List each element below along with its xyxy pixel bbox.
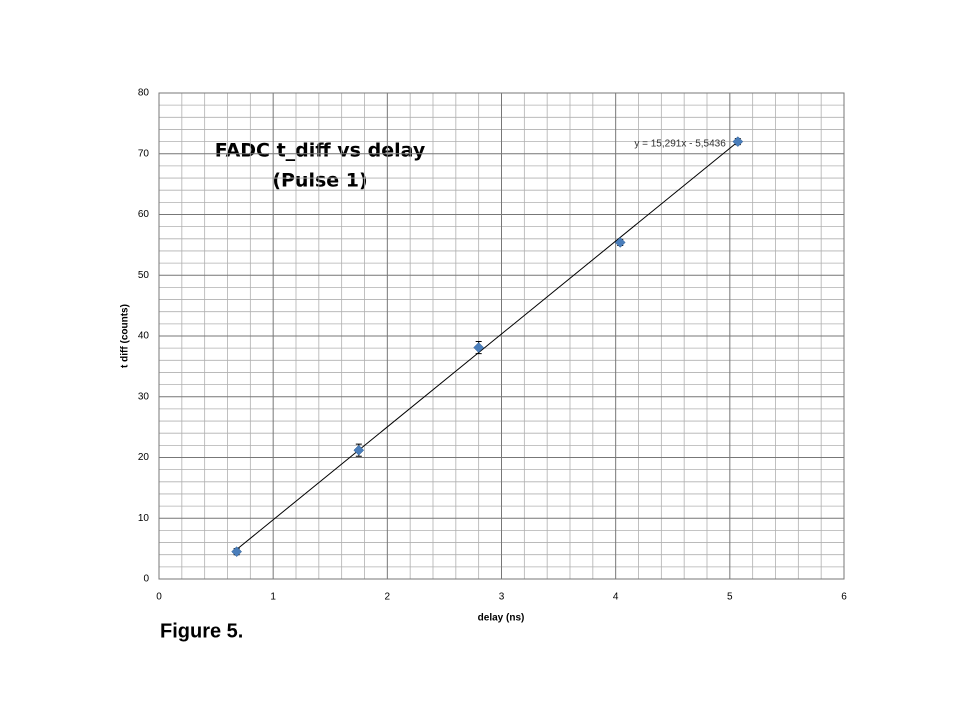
x-tick-label: 1 xyxy=(270,592,276,603)
y-tick-label: 70 xyxy=(138,148,150,159)
x-tick-label: 6 xyxy=(841,592,847,603)
y-tick-label: 0 xyxy=(143,574,149,585)
y-tick-label: 30 xyxy=(138,391,150,402)
y-tick-label: 10 xyxy=(138,513,150,524)
data-point xyxy=(473,342,485,353)
x-axis-label: delay (ns) xyxy=(478,613,525,624)
trendline-label: y = 15,291x - 5,5436 xyxy=(634,138,726,149)
x-tick-label: 3 xyxy=(499,592,505,603)
y-tick-label: 20 xyxy=(138,452,150,463)
chart-title: FADC t_diff vs delay xyxy=(215,140,426,162)
data-point xyxy=(614,237,626,248)
x-tick-label: 5 xyxy=(727,592,733,603)
x-tick-label: 2 xyxy=(385,592,391,603)
data-point xyxy=(231,546,242,558)
x-tick-label: 0 xyxy=(156,592,162,603)
figure-caption: Figure 5. xyxy=(160,620,243,642)
data-point xyxy=(353,444,365,456)
y-tick-label: 80 xyxy=(138,88,150,99)
x-tick-label: 4 xyxy=(613,592,619,603)
y-tick-label: 50 xyxy=(138,270,150,281)
data-point xyxy=(732,136,744,147)
trendline xyxy=(236,141,739,550)
y-axis-label: t diff (counts) xyxy=(120,304,131,368)
chart-title: (Pulse 1) xyxy=(272,170,367,192)
plot-border xyxy=(158,92,845,580)
y-tick-label: 40 xyxy=(138,331,150,342)
y-tick-label: 60 xyxy=(138,209,150,220)
